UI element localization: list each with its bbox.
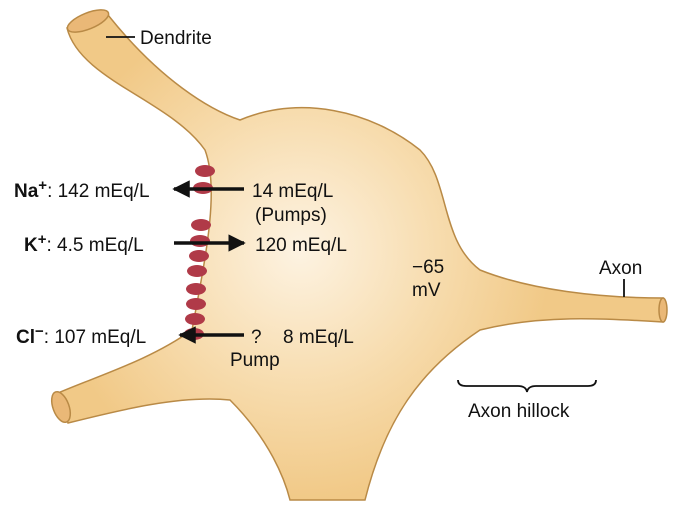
membrane-channels	[184, 165, 215, 340]
dendrite-label: Dendrite	[140, 28, 212, 49]
cl-intracellular-concentration: 8 mEq/L	[283, 327, 354, 348]
channel	[185, 313, 205, 325]
channel	[195, 165, 215, 177]
k-symbol: K	[24, 235, 38, 256]
na-extracellular: Na+: 142 mEq/L	[14, 177, 150, 202]
membrane-potential-unit: mV	[412, 280, 441, 301]
neuron-cell-body	[57, 14, 664, 501]
cl-unknown-mechanism: ?	[251, 327, 262, 348]
dendrite-left-tip	[50, 390, 72, 424]
axon-hillock-label: Axon hillock	[468, 401, 570, 422]
channel	[189, 250, 209, 262]
axon-hillock-brace	[457, 379, 597, 393]
cl-pump-note: Pump	[230, 350, 280, 371]
na-pumps-note: (Pumps)	[255, 205, 327, 226]
channel	[191, 219, 211, 231]
channel	[186, 298, 206, 310]
na-intracellular-concentration: 14 mEq/L	[252, 181, 333, 202]
membrane-potential-value: −65	[412, 257, 444, 278]
axon-label: Axon	[599, 258, 642, 279]
cl-symbol: Cl	[16, 327, 35, 348]
channel	[190, 235, 210, 247]
cl-outside-concentration: : 107 mEq/L	[44, 327, 146, 348]
channel	[186, 283, 206, 295]
na-outside-concentration: : 142 mEq/L	[47, 181, 149, 202]
k-extracellular: K+: 4.5 mEq/L	[24, 231, 144, 256]
cl-charge: −	[35, 323, 44, 340]
axon-tip	[658, 297, 668, 323]
channel	[187, 265, 207, 277]
dendrite-top-tip	[66, 9, 110, 33]
k-charge: +	[38, 231, 47, 248]
na-symbol: Na	[14, 181, 39, 202]
na-charge: +	[38, 177, 47, 194]
cl-extracellular: Cl−: 107 mEq/L	[16, 323, 146, 348]
k-outside-concentration: : 4.5 mEq/L	[47, 235, 144, 256]
k-intracellular-concentration: 120 mEq/L	[255, 235, 347, 256]
